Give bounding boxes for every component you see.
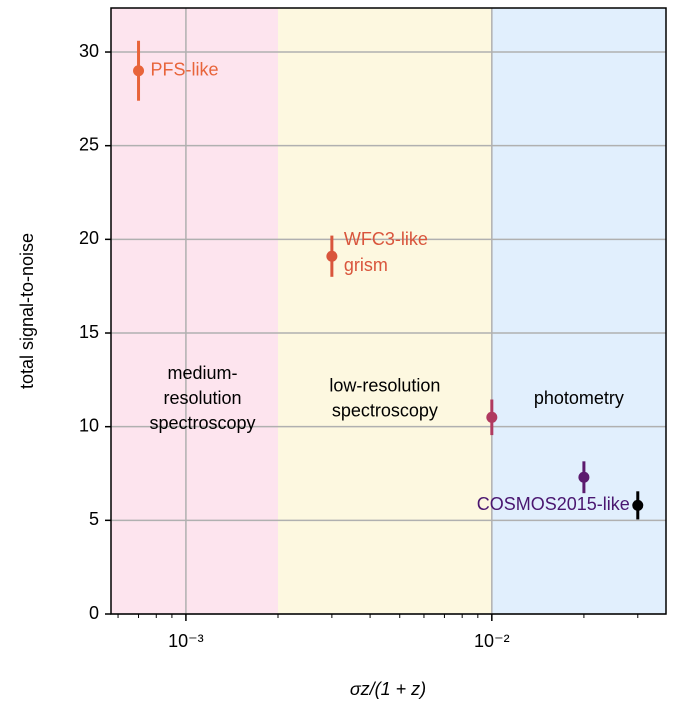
region-label: spectroscopy [149, 413, 255, 433]
region-label: resolution [163, 388, 241, 408]
y-tick-label: 10 [79, 415, 99, 435]
point-label: WFC3-like [344, 229, 428, 249]
point [578, 471, 590, 483]
point [326, 250, 338, 262]
point [486, 411, 498, 423]
point-label: PFS-like [151, 60, 219, 80]
x-axis-label: σz/(1 + z) [350, 679, 426, 699]
y-tick-label: 25 [79, 134, 99, 154]
plot-frame [110, 7, 667, 615]
y-tick-label: 0 [89, 603, 99, 623]
region [278, 8, 492, 614]
region [491, 8, 666, 614]
region [111, 8, 279, 614]
y-axis-label: total signal-to-noise [17, 233, 37, 389]
region-label: medium- [167, 363, 237, 383]
point-label: grism [344, 255, 388, 275]
region-label: low-resolution [329, 375, 440, 395]
region-label: photometry [534, 388, 624, 408]
x-tick-label: 10⁻² [474, 631, 510, 651]
y-tick-label: 30 [79, 41, 99, 61]
y-tick-label: 5 [89, 509, 99, 529]
x-tick-label: 10⁻³ [168, 631, 204, 651]
region-label: spectroscopy [332, 400, 438, 420]
y-tick-label: 20 [79, 228, 99, 248]
y-tick-label: 15 [79, 322, 99, 342]
point [133, 65, 145, 77]
point-label: COSMOS2015-like [477, 494, 630, 514]
point [632, 499, 644, 511]
